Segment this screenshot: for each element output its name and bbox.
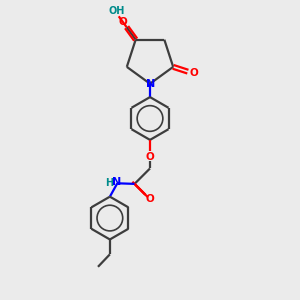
Text: N: N [146, 79, 155, 89]
Text: H: H [106, 178, 114, 188]
Text: O: O [146, 152, 154, 162]
Text: N: N [112, 176, 121, 187]
Text: O: O [118, 17, 127, 27]
Text: O: O [189, 68, 198, 79]
Text: O: O [145, 194, 154, 204]
Text: OH: OH [108, 6, 125, 16]
